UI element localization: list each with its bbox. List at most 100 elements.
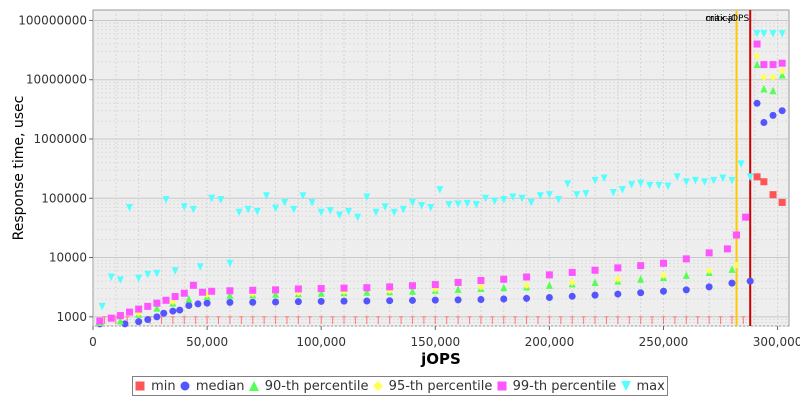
point-99-th-percentile <box>545 271 553 279</box>
point-max <box>171 267 179 275</box>
point-90-th-percentile <box>185 294 193 303</box>
legend-swatch-95-th-percentile <box>372 381 383 391</box>
point-max <box>445 201 453 209</box>
point-90-th-percentile <box>116 317 124 325</box>
point-median <box>153 313 161 321</box>
point-median <box>523 294 531 302</box>
point-95-th-percentile <box>778 67 786 75</box>
point-99-th-percentile <box>723 245 731 253</box>
point-90-th-percentile <box>637 275 645 283</box>
point-99-th-percentile <box>249 286 257 294</box>
point-99-th-percentile <box>363 284 371 292</box>
point-99-th-percentile <box>408 282 416 290</box>
data-points <box>96 30 786 328</box>
point-max <box>153 269 161 278</box>
x-tick-label: 300,000 <box>753 335 800 349</box>
point-99-th-percentile <box>386 283 394 291</box>
point-max <box>290 205 298 214</box>
point-median <box>769 111 777 119</box>
point-max <box>162 196 170 204</box>
point-95-th-percentile <box>568 278 576 286</box>
point-99-th-percentile <box>733 231 741 239</box>
point-median <box>477 295 485 303</box>
point-median <box>545 293 553 301</box>
point-max <box>691 176 699 185</box>
point-median <box>340 297 348 305</box>
point-90-th-percentile <box>591 278 599 286</box>
legend-label: 99-th percentile <box>512 378 617 394</box>
point-95-th-percentile <box>733 261 741 269</box>
point-median <box>568 292 576 300</box>
point-max <box>354 213 362 222</box>
point-90-th-percentile <box>408 287 416 295</box>
point-max <box>564 180 572 188</box>
point-max <box>655 181 663 190</box>
y-tick-label: 1000000 <box>34 132 87 146</box>
point-90-th-percentile <box>753 60 761 69</box>
x-tick-label: 200,000 <box>525 335 575 349</box>
point-99-th-percentile <box>477 276 485 284</box>
point-99-th-percentile <box>208 287 216 295</box>
point-max <box>390 208 398 217</box>
point-max <box>573 191 581 199</box>
point-median <box>226 298 234 306</box>
point-max <box>281 198 289 207</box>
point-99-th-percentile <box>171 293 179 301</box>
legend-label: 95-th percentile <box>388 378 493 394</box>
point-max <box>710 176 718 185</box>
legend-item-median: median <box>180 379 245 394</box>
point-min <box>769 191 777 199</box>
point-max <box>518 194 526 203</box>
point-max <box>98 302 106 311</box>
point-max <box>408 198 416 207</box>
point-99-th-percentile <box>116 312 124 320</box>
point-max <box>244 205 252 214</box>
point-max <box>399 205 407 214</box>
point-median <box>500 295 508 303</box>
legend-swatch-90-th-percentile <box>248 381 259 391</box>
point-max <box>253 207 261 216</box>
point-max <box>646 181 654 190</box>
point-99-th-percentile <box>705 249 713 257</box>
point-99-th-percentile <box>778 59 786 67</box>
point-99-th-percentile <box>272 286 280 294</box>
point-min <box>753 173 761 181</box>
y-tick-label: 10000 <box>49 251 87 265</box>
point-median <box>317 297 325 305</box>
point-max <box>262 192 270 200</box>
point-median <box>637 289 645 297</box>
point-median <box>705 283 713 291</box>
point-max <box>753 30 761 38</box>
point-max <box>116 276 124 284</box>
point-99-th-percentile <box>135 305 143 313</box>
point-median <box>144 316 152 324</box>
point-90-th-percentile <box>545 281 553 289</box>
point-99-th-percentile <box>153 299 161 307</box>
point-max <box>673 173 681 181</box>
point-99-th-percentile <box>753 40 761 48</box>
point-max <box>609 189 617 197</box>
y-tick-label: 100000000 <box>18 13 87 27</box>
point-max <box>682 178 690 186</box>
point-max <box>463 199 471 208</box>
point-max <box>363 193 371 202</box>
point-min <box>778 198 786 206</box>
point-max <box>509 193 517 202</box>
point-median <box>753 99 761 107</box>
legend-item-90-th-percentile: 90-th percentile <box>248 379 368 394</box>
point-max <box>637 179 645 188</box>
point-max <box>217 196 225 204</box>
grid-lines <box>93 10 789 327</box>
point-max <box>719 174 727 182</box>
point-95-th-percentile <box>753 52 761 60</box>
point-90-th-percentile <box>728 265 736 273</box>
max-jOPS-label: max-jOPS <box>706 14 750 24</box>
point-95-th-percentile <box>523 281 531 289</box>
legend-label: median <box>195 378 245 394</box>
point-99-th-percentile <box>144 302 152 310</box>
point-99-th-percentile <box>769 61 777 69</box>
point-max <box>454 200 462 209</box>
y-tick-label: 1000 <box>56 310 87 324</box>
point-99-th-percentile <box>317 285 325 293</box>
